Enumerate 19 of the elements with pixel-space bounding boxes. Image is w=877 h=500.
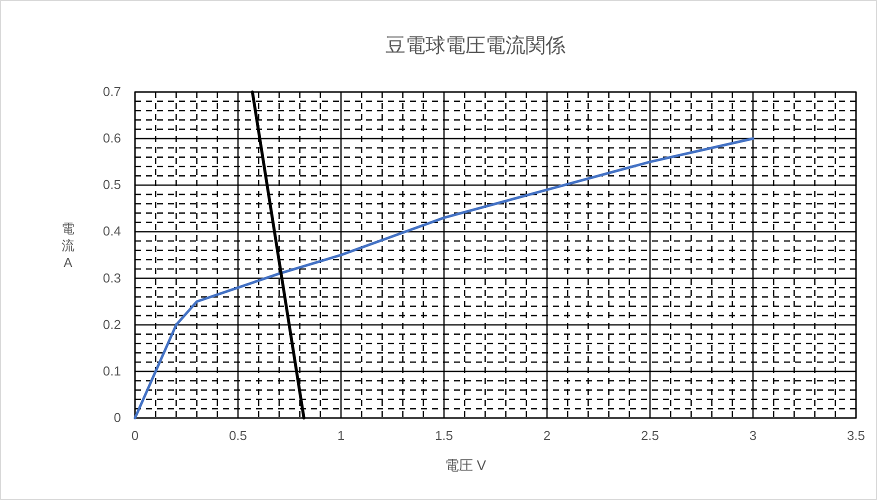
y-tick-label: 0.7: [102, 84, 121, 99]
x-axis-title: 電圧 V: [444, 457, 487, 473]
x-tick-label: 1.5: [434, 428, 454, 443]
x-tick-label: 1: [337, 428, 345, 443]
y-tick-label: 0.2: [102, 316, 121, 332]
x-tick-label: 0.5: [228, 428, 248, 443]
y-tick-label: 0.5: [102, 177, 121, 192]
y-axis-title: 電流 A: [62, 221, 74, 270]
x-tick-label: 2.5: [640, 428, 660, 443]
y-tick-label: 0.6: [102, 130, 121, 146]
x-tick-label: 0: [131, 428, 139, 443]
x-tick-label: 2: [543, 428, 551, 443]
x-tick-label: 3.5: [846, 428, 866, 443]
y-tick-label: 0.4: [102, 224, 121, 239]
x-tick-label: 3: [749, 428, 757, 443]
y-tick-label: 0.1: [102, 363, 121, 378]
y-tick-label: 0.3: [102, 270, 121, 286]
y-tick-label: 0: [114, 410, 121, 425]
chart-title: 豆電球電圧電流関係: [386, 35, 566, 57]
